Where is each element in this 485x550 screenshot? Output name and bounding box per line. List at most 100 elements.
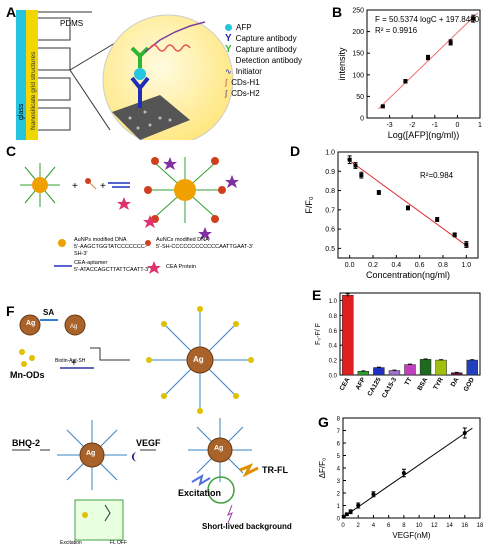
- assembled-complex: [143, 157, 239, 240]
- x-tick-label: -2: [409, 122, 415, 129]
- panel-b-label: B: [332, 4, 343, 20]
- legend-afp: AFP: [225, 22, 335, 33]
- r-squared: R²=0.984: [420, 171, 454, 180]
- ag-nanoparticle-icon: [19, 314, 41, 336]
- data-point: [403, 79, 408, 84]
- data-point: [401, 471, 406, 475]
- detection-antibody-legend-icon: Y: [225, 44, 232, 55]
- y-tick-label: 150: [352, 51, 364, 58]
- plot-frame: [366, 9, 481, 119]
- y-tick-label: 6: [337, 442, 341, 448]
- data-point: [448, 40, 453, 45]
- ag-core-icon: [186, 346, 214, 374]
- ag-activated-icon: [207, 437, 233, 463]
- y-axis-label: ΔF/F₀: [318, 458, 327, 479]
- plot-frame: [339, 292, 481, 376]
- panel-c-label: C: [6, 143, 17, 159]
- y-tick-label: 0.6: [325, 227, 335, 234]
- y-tick-label: 0.9: [325, 169, 335, 176]
- legend-cea: CEA Protein: [166, 264, 196, 270]
- legend-aptamer: CEA-aptamer 5'-ATACCAGCTTATTCAATT-3': [74, 260, 154, 274]
- x-tick-label: TT: [404, 376, 414, 386]
- legend-detection-text-1: Capture antibody: [235, 45, 297, 54]
- detection-antibody-icon: [130, 46, 150, 68]
- legend-detection: Y Capture antibody Detection antibody: [225, 44, 335, 66]
- x-tick-label: 18: [477, 523, 484, 529]
- legend-initiator: ∿ Initiator: [225, 66, 335, 77]
- excitation-small-label: Excitation: [60, 540, 82, 546]
- x-tick-label: 6: [387, 523, 391, 529]
- aunp-probe: [20, 163, 60, 207]
- y-tick-label: 3: [337, 479, 341, 485]
- ag-text-b: Ag: [70, 324, 77, 330]
- data-point: [376, 190, 381, 195]
- x-tick-label: 14: [446, 523, 453, 529]
- legend-aunc: AuNCs modified DNA 5'-SH-CCCCCCCCCCCCAAT…: [156, 237, 266, 251]
- x-tick-label: 1: [478, 122, 482, 129]
- ag-text-1: Ag: [26, 320, 36, 327]
- fl-off-box: [74, 499, 124, 541]
- cds-h2-icon: ∫: [225, 89, 228, 98]
- y-tick-label: 0.2: [329, 359, 338, 365]
- plus-sign-1: +: [72, 181, 78, 192]
- fit-line: [342, 427, 473, 518]
- plus-sign-2: +: [100, 181, 106, 192]
- y-tick-label: 0: [360, 116, 364, 123]
- y-tick-label: 0: [337, 517, 341, 523]
- cds-chain: [149, 44, 191, 52]
- legend-aunc-seq: 5'-SH-CCCCCCCCCCCCAATTGAAT-3': [156, 244, 253, 250]
- panel-a-label: A: [6, 4, 17, 20]
- x-tick-label: DA: [450, 376, 461, 388]
- plus-sign-f: +: [71, 358, 77, 369]
- y-tick-label: 1.0: [325, 150, 335, 157]
- x-tick-label: -1: [432, 122, 438, 129]
- ag-text-4: Ag: [214, 445, 224, 452]
- y-tick-label: 0.8: [329, 314, 338, 320]
- legend-aunp-title: AuNPs modified DNA: [74, 237, 127, 243]
- x-tick-label: CA125: [366, 376, 382, 397]
- panel-d-label: D: [290, 143, 301, 159]
- x-tick-label: 0: [455, 122, 459, 129]
- fl-off-label: FL OFF: [110, 540, 128, 546]
- zoom-circle: [207, 476, 235, 504]
- bar-ca15-3: [388, 370, 401, 376]
- vegf-icon: ❨: [130, 452, 138, 463]
- sensor-surface: [112, 95, 190, 140]
- x-tick-label: 1.0: [461, 262, 471, 269]
- bar-tt: [404, 364, 416, 376]
- x-tick-label: 4: [372, 523, 376, 529]
- afp-molecule-icon: [134, 68, 146, 80]
- glass-label: glass: [18, 103, 25, 120]
- x-tick-label: -3: [386, 122, 392, 129]
- capture-antibody-icon: [130, 76, 150, 108]
- y-tick-label: 0.5: [325, 246, 335, 253]
- sa-label: SA: [43, 308, 55, 317]
- data-point: [359, 173, 364, 178]
- y-tick-label: 0.4: [329, 344, 338, 350]
- trfl-signal-icon: [239, 463, 259, 478]
- x-tick-label: 0.8: [438, 262, 448, 269]
- y-axis-label: intensity: [337, 47, 347, 81]
- panel-g-label: G: [318, 414, 329, 430]
- x-tick-label: 2: [357, 523, 361, 529]
- panel-e-label: E: [312, 287, 322, 303]
- data-point: [464, 242, 469, 247]
- x-tick-label: GOD: [462, 376, 476, 393]
- data-point: [341, 514, 346, 519]
- chart-b: -3 -2 -1 0 1 0 50 100 150 200 250 Log([AFP](ng/ml))…: [337, 8, 482, 141]
- y-tick-label: 0.8: [325, 188, 335, 195]
- bar-afp: [357, 371, 370, 376]
- data-point: [356, 503, 361, 508]
- y-tick-label: 4: [337, 467, 341, 473]
- y-tick-label: 2: [337, 492, 341, 498]
- legend-capture-text: Capture antibody: [235, 34, 297, 43]
- x-tick-label: CA15-3: [381, 376, 398, 399]
- legend-aunp-icon: [58, 239, 66, 247]
- legend-h1: ∫ CDs-H1: [225, 77, 335, 88]
- panel-f-label: F: [6, 303, 15, 319]
- bhq-label: BHQ-2: [12, 438, 41, 448]
- legend-aunc-title: AuNCs modified DNA: [156, 237, 209, 243]
- fit-line: [377, 12, 479, 110]
- x-tick-label: 16: [461, 523, 468, 529]
- y-tick-label: 200: [352, 29, 364, 36]
